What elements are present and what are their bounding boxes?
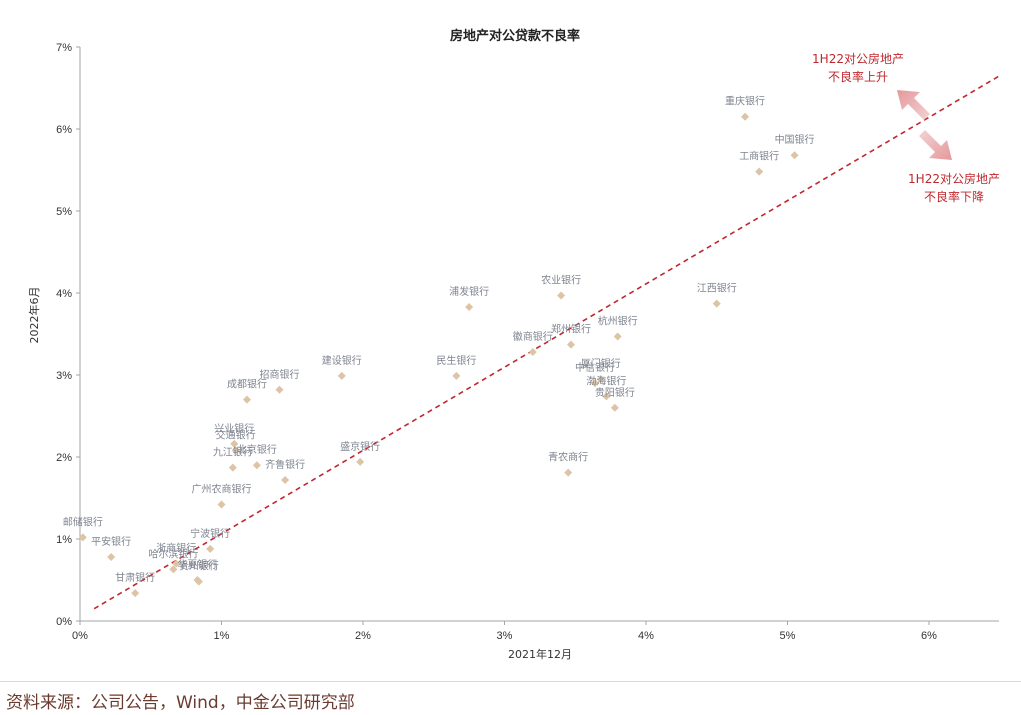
chart-frame: 0% 1% 2% 3% 4% 5% 6% 7% 0% 1% 2% 3% 4% 5% 6% 房地产对公贷款不良率… xyxy=(0,28,1021,682)
scatter-point xyxy=(217,500,226,509)
point-label: 广州农商银行 xyxy=(192,483,252,496)
point-label: 浦发银行 xyxy=(449,285,489,298)
scatter-point xyxy=(281,475,290,484)
point-label: 邮储银行 xyxy=(63,515,103,528)
scatter-point xyxy=(596,375,605,384)
scatter-point xyxy=(755,167,764,176)
point-label: 郑州银行 xyxy=(551,323,591,336)
y-tick-label: 4% xyxy=(56,288,72,300)
x-tick-label: 1% xyxy=(214,630,230,642)
scatter-point xyxy=(107,553,116,562)
scatter-point xyxy=(557,291,566,300)
point-label: 民生银行 xyxy=(436,354,476,367)
point-label: 平安银行 xyxy=(91,535,131,548)
point-label: 中信银行 xyxy=(575,361,615,374)
y-tick-label: 6% xyxy=(56,124,72,136)
x-tick-label: 4% xyxy=(638,630,654,642)
y-tick-label: 0% xyxy=(56,616,72,628)
y-tick-label: 7% xyxy=(56,42,72,54)
point-label: 盛京银行 xyxy=(340,440,380,453)
scatter-point xyxy=(230,439,239,448)
scatter-point xyxy=(591,379,600,388)
point-label: 齐鲁银行 xyxy=(265,458,305,471)
scatter-point xyxy=(613,332,622,341)
scatter-point xyxy=(231,446,240,455)
scatter-point xyxy=(275,385,284,394)
x-axis-title: 2021年12月 xyxy=(508,647,572,661)
scatter-point xyxy=(194,577,203,586)
point-label: 甘肃银行 xyxy=(115,571,155,584)
scatter-point xyxy=(452,371,461,380)
point-label: 渤海银行 xyxy=(586,374,626,387)
scatter-point xyxy=(169,565,178,574)
point-label: 徽商银行 xyxy=(513,330,553,343)
y-tick-label: 1% xyxy=(56,534,72,546)
y-tick-label: 2% xyxy=(56,452,72,464)
scatter-chart: 0% 1% 2% 3% 4% 5% 6% 7% 0% 1% 2% 3% 4% 5% 6% 房地产对公贷款不良率… xyxy=(27,28,1001,661)
point-label: 成都银行 xyxy=(227,378,267,391)
annotation-text: 不良率上升 xyxy=(828,69,888,84)
point-label: 工商银行 xyxy=(739,150,779,163)
point-label: 中国银行 xyxy=(775,133,815,146)
scatter-point xyxy=(610,403,619,412)
scatter-point xyxy=(131,589,140,598)
point-label: 厦门银行 xyxy=(581,357,621,370)
annotation-text: 不良率下降 xyxy=(924,189,984,204)
scatter-point xyxy=(567,340,576,349)
point-label: 兴业银行 xyxy=(214,422,254,435)
point-label: 农业银行 xyxy=(541,273,581,286)
point-label: 青农商行 xyxy=(548,451,588,464)
point-label: 江西银行 xyxy=(697,282,737,295)
point-label: 浙商银行 xyxy=(156,542,196,555)
x-tick-label: 6% xyxy=(921,630,937,642)
scatter-point xyxy=(741,112,750,121)
point-label: 华夏银行 xyxy=(177,558,217,571)
arrow-up-icon xyxy=(897,90,930,120)
scatter-point xyxy=(528,348,537,357)
point-label: 重庆银行 xyxy=(725,95,765,108)
point-label: 哈尔滨银行 xyxy=(148,547,198,560)
scatter-point xyxy=(206,544,215,553)
scatter-point xyxy=(172,559,181,568)
x-tick-label: 3% xyxy=(497,630,513,642)
axes: 0% 1% 2% 3% 4% 5% 6% 7% 0% 1% 2% 3% 4% 5% 6% 房地产对公贷款不良率… xyxy=(27,28,999,661)
points-layer xyxy=(78,112,799,598)
scatter-point xyxy=(712,299,721,308)
point-label: 招商银行 xyxy=(260,368,300,381)
scatter-point xyxy=(602,392,611,401)
point-label: 宁波银行 xyxy=(190,527,230,540)
x-tick-label: 2% xyxy=(355,630,371,642)
arrow-down-icon xyxy=(919,130,952,160)
annotation-text: 1H22对公房地产 xyxy=(812,51,904,66)
x-tick-label: 5% xyxy=(780,630,796,642)
point-label: 交通银行 xyxy=(216,428,256,441)
scatter-point xyxy=(337,371,346,380)
y-tick-label: 5% xyxy=(56,206,72,218)
scatter-point xyxy=(356,457,365,466)
y-tick-label: 3% xyxy=(56,370,72,382)
source-note: 资料来源：公司公告，Wind，中金公司研究部 xyxy=(6,693,355,713)
scatter-point xyxy=(465,302,474,311)
reference-line xyxy=(93,75,1001,610)
x-tick-label: 0% xyxy=(72,630,88,642)
chart-title: 房地产对公贷款不良率 xyxy=(450,28,580,44)
scatter-point xyxy=(790,151,799,160)
scatter-point xyxy=(242,395,251,404)
point-label: 贵阳银行 xyxy=(595,386,635,399)
scatter-point xyxy=(564,468,573,477)
point-label: 北京银行 xyxy=(237,443,277,456)
reference-line-layer xyxy=(93,75,1001,610)
point-label: 建设银行 xyxy=(322,354,362,367)
point-label: 杭州银行 xyxy=(598,314,638,327)
point-label: 贵州银行 xyxy=(179,560,219,573)
scatter-point xyxy=(228,463,237,472)
point-label: 九江银行 xyxy=(213,446,253,459)
scatter-point xyxy=(252,461,261,470)
scatter-point xyxy=(78,533,87,542)
y-axis-title: 2022年6月 xyxy=(27,287,41,344)
annotation-text: 1H22对公房地产 xyxy=(908,171,1000,186)
